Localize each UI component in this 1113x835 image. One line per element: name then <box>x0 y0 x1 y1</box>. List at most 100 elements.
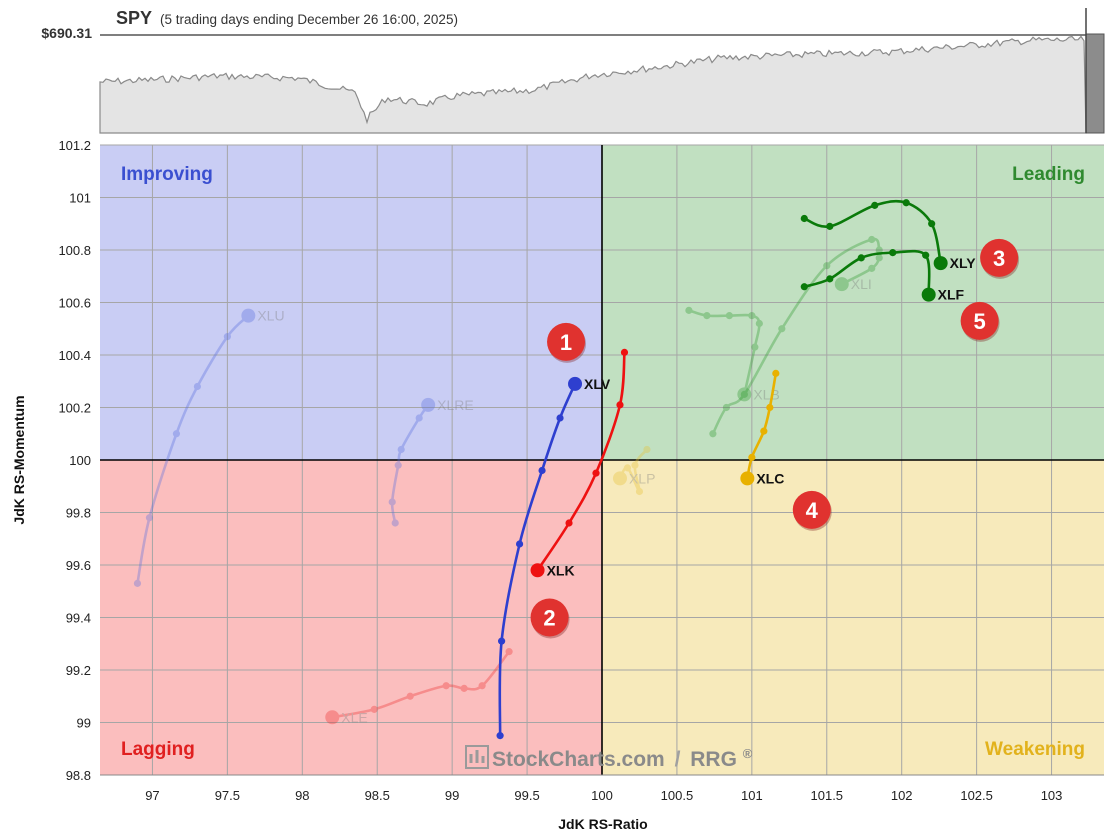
series-line-xlre <box>390 403 430 525</box>
series-tail-point[interactable] <box>172 430 181 438</box>
series-xlk[interactable]: XLK <box>530 348 629 578</box>
series-tail-point[interactable] <box>223 333 231 341</box>
series-tail-point[interactable] <box>703 312 711 320</box>
series-tail-point[interactable] <box>751 343 759 351</box>
series-tail-point[interactable] <box>760 427 768 435</box>
spy-price-panel: SPY (5 trading days ending December 26 1… <box>41 8 1105 134</box>
annotation-badge: 1 <box>547 322 587 363</box>
series-tail-point[interactable] <box>875 246 883 254</box>
watermark-product: RRG <box>690 748 737 771</box>
series-xly[interactable]: XLY <box>800 199 977 271</box>
series-tail-point[interactable] <box>145 514 154 522</box>
series-tail-point[interactable] <box>133 579 142 587</box>
series-head-point[interactable] <box>737 387 752 402</box>
series-tail-point[interactable] <box>397 445 405 454</box>
series-label-xlc: XLC <box>756 470 784 486</box>
series-xle[interactable]: XLE <box>325 648 513 725</box>
series-tail-point[interactable] <box>902 199 910 207</box>
series-head-point[interactable] <box>933 256 948 271</box>
series-tail-point[interactable] <box>709 430 717 438</box>
series-head-point[interactable] <box>612 471 627 486</box>
series-tail-point[interactable] <box>515 540 524 548</box>
series-tail-point[interactable] <box>868 264 876 272</box>
series-tail-point[interactable] <box>394 461 402 469</box>
series-label-xly: XLY <box>950 255 977 271</box>
series-tail-point[interactable] <box>772 369 780 377</box>
series-tail-point[interactable] <box>826 275 834 283</box>
series-tail-point[interactable] <box>922 251 930 259</box>
series-head-point[interactable] <box>568 376 583 391</box>
series-tail-point[interactable] <box>635 487 644 496</box>
series-head-point[interactable] <box>740 471 755 486</box>
series-tail-point[interactable] <box>748 312 756 320</box>
series-line-xlu <box>136 314 250 585</box>
series-tail-point[interactable] <box>800 283 808 291</box>
series-tail-point[interactable] <box>620 348 629 356</box>
series-tail-point[interactable] <box>556 414 564 422</box>
series-tail-point[interactable] <box>460 684 468 692</box>
series-head-point[interactable] <box>530 563 545 578</box>
series-tail-point[interactable] <box>505 648 513 656</box>
series-tail-point[interactable] <box>800 214 808 223</box>
series-line-xlb <box>687 309 761 396</box>
series-tail-point[interactable] <box>631 461 639 469</box>
series-line-xlp <box>618 448 649 493</box>
series-tail-point[interactable] <box>193 382 202 391</box>
series-xlf[interactable]: XLF <box>800 249 965 303</box>
series-head-point[interactable] <box>325 710 340 725</box>
series-tail-point[interactable] <box>643 445 651 454</box>
series-tail-point[interactable] <box>722 403 730 412</box>
series-tail-point[interactable] <box>616 401 624 409</box>
series-tail-point[interactable] <box>685 306 693 314</box>
series-tail-point[interactable] <box>766 403 774 412</box>
series-head-point[interactable] <box>921 287 936 302</box>
series-head-point[interactable] <box>421 397 436 412</box>
y-tick-label: 99.2 <box>66 663 91 678</box>
series-tail-point[interactable] <box>748 453 756 461</box>
series-tail-point[interactable] <box>498 637 506 645</box>
series-xli[interactable]: XLI <box>709 235 883 438</box>
annotation-number: 4 <box>806 498 819 523</box>
series-xlre[interactable]: XLRE <box>388 397 474 527</box>
y-tick-label: 101.2 <box>58 138 91 153</box>
series-tail-point[interactable] <box>823 262 831 270</box>
series-tail-point[interactable] <box>406 692 414 700</box>
series-tail-point[interactable] <box>391 519 399 527</box>
series-tail-point[interactable] <box>740 390 748 398</box>
series-xlv[interactable]: XLV <box>496 376 611 740</box>
y-tick-label: 99.6 <box>66 558 91 573</box>
series-head-point[interactable] <box>241 308 256 323</box>
series-tail-point[interactable] <box>857 254 865 262</box>
series-tail-point[interactable] <box>871 201 879 209</box>
series-tail-point[interactable] <box>928 220 936 228</box>
time-slider-handle[interactable] <box>1085 33 1105 134</box>
series-tail-point[interactable] <box>826 222 834 230</box>
svg-text:StockCharts.com /: StockCharts.com / RRG ® <box>492 746 753 771</box>
series-tail-point[interactable] <box>538 466 546 475</box>
series-tail-point[interactable] <box>725 312 733 320</box>
series-tail-point[interactable] <box>496 732 504 740</box>
series-tail-point[interactable] <box>415 414 423 422</box>
series-xlu[interactable]: XLU <box>133 308 285 587</box>
y-tick-label: 100.6 <box>58 296 91 311</box>
series-head-point[interactable] <box>834 277 849 292</box>
series-tail-point[interactable] <box>889 249 897 257</box>
series-tail-point[interactable] <box>623 464 632 472</box>
series-xlp[interactable]: XLP <box>612 445 655 496</box>
x-tick-label: 97 <box>145 788 159 803</box>
series-tail-point[interactable] <box>778 325 786 333</box>
series-tail-point[interactable] <box>565 519 573 527</box>
quadrant-label-leading: Leading <box>1012 164 1085 185</box>
series-tail-point[interactable] <box>370 705 378 713</box>
series-tail-point[interactable] <box>478 682 486 690</box>
series-tail-point[interactable] <box>592 469 600 477</box>
series-tail-point[interactable] <box>442 682 450 690</box>
series-tail-point[interactable] <box>388 498 396 506</box>
series-tail-point[interactable] <box>755 319 763 328</box>
series-xlc[interactable]: XLC <box>740 369 784 487</box>
series-tail-point[interactable] <box>868 235 876 244</box>
series-tail-point[interactable] <box>875 254 883 262</box>
series-line-xli <box>711 237 882 436</box>
x-tick-label: 100.5 <box>661 788 694 803</box>
